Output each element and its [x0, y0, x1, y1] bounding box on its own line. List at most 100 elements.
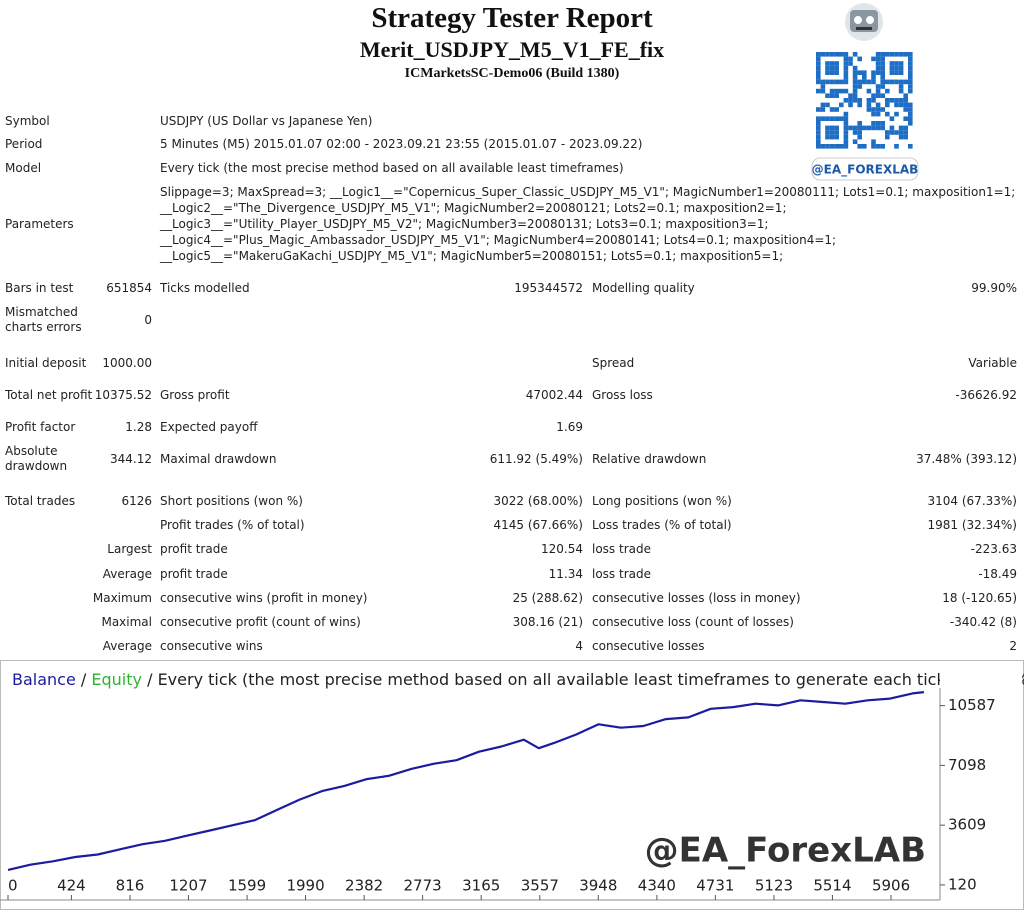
stat-label: Relative drawdown: [592, 451, 707, 466]
x-tick-label: 4731: [696, 877, 734, 895]
stat-value: 3104 (67.33%): [927, 493, 1017, 508]
qr-cell: [816, 139, 821, 144]
stat-value: 47002.44: [525, 387, 583, 402]
qr-cell: [866, 102, 872, 108]
qr-cell: [908, 121, 913, 126]
qr-cell: [834, 52, 839, 57]
qr-cell: [816, 116, 821, 121]
qr-cell: [885, 52, 890, 57]
qr-cell: [862, 75, 867, 80]
qr-cell: [871, 70, 876, 75]
qr-cell: [820, 79, 826, 85]
qr-cell: [871, 98, 876, 103]
stat-value: 120.54: [541, 541, 583, 556]
qr-cell: [848, 98, 853, 103]
qr-cell: [898, 70, 904, 75]
qr-cell: [843, 75, 849, 80]
stat-label: Gross loss: [592, 387, 653, 402]
report-title: Strategy Tester Report: [371, 2, 653, 34]
qr-cell: [908, 102, 913, 108]
qr-cell: [898, 65, 904, 71]
qr-cell: [903, 52, 908, 57]
qr-cell: [866, 125, 872, 131]
qr-cell: [857, 56, 862, 62]
qr-cell: [825, 134, 830, 140]
legend-balance: Balance: [12, 670, 76, 689]
qr-badge: @EA_FOREXLAB: [811, 3, 919, 181]
qr-cell: [848, 56, 853, 62]
qr-cell: [834, 61, 839, 66]
qr-cell: [857, 130, 862, 135]
stat-value: 0: [144, 312, 152, 327]
qr-cell: [894, 65, 899, 71]
qr-cell: [908, 52, 913, 57]
stat-label: Spread: [592, 355, 635, 370]
qr-cell: [894, 52, 899, 57]
qr-cell: [843, 61, 849, 66]
qr-cell: [820, 88, 826, 94]
stat-value: 99.90%: [971, 280, 1017, 295]
qr-cell: [889, 61, 895, 66]
qr-cell: [852, 139, 858, 144]
qr-cell: [834, 125, 839, 131]
y-tick-label: 120: [948, 875, 977, 893]
qr-cell: [857, 125, 862, 131]
qr-cell: [829, 70, 835, 75]
qr-cell: [875, 88, 881, 94]
chart-subtitle: Every tick (the most precise method base…: [158, 670, 1024, 689]
stat-value: -223.63: [970, 541, 1017, 556]
qr-cell: [894, 70, 899, 75]
qr-cell: [839, 79, 844, 85]
qr-cell: [862, 79, 867, 85]
qr-cell: [875, 93, 881, 98]
qr-cell: [885, 134, 890, 140]
qr-cell: [875, 70, 881, 75]
qr-cell: [825, 52, 830, 57]
qr-cell: [834, 70, 839, 75]
qr-cell: [880, 70, 885, 75]
qr-cell: [889, 98, 895, 103]
qr-cell: [825, 130, 830, 135]
x-tick-label: 1599: [228, 877, 266, 895]
stat-value: 1000.00: [102, 355, 152, 370]
stat-label: Profit trades (% of total): [160, 517, 305, 532]
qr-cell: [880, 65, 885, 71]
qr-cell: [889, 125, 895, 131]
qr-cell: [908, 75, 913, 80]
qr-cell: [871, 111, 876, 117]
qr-cell: [885, 130, 890, 135]
x-tick-label: 5906: [872, 877, 910, 895]
qr-cell: [871, 56, 876, 62]
stat-label: consecutive losses: [592, 638, 705, 653]
qr-cell: [889, 65, 895, 71]
qr-cell: [898, 134, 904, 140]
x-tick-label: 424: [57, 877, 86, 895]
x-tick-label: 1990: [286, 877, 324, 895]
qr-cell: [834, 88, 839, 94]
x-tick-label: 2773: [404, 877, 442, 895]
qr-cell: [816, 61, 821, 66]
qr-cell: [816, 144, 821, 149]
qr-cell: [834, 79, 839, 85]
qr-cell: [852, 98, 858, 103]
qr-code: [816, 52, 913, 149]
qr-cell: [820, 52, 826, 57]
qr-cell: [839, 88, 844, 94]
qr-cell: [852, 65, 858, 71]
qr-cell: [885, 79, 890, 85]
stat-value: 308.16 (21): [512, 614, 583, 629]
stat-label: Maximal drawdown: [160, 451, 277, 466]
stat-label: consecutive profit (count of wins): [160, 614, 361, 629]
qr-cell: [880, 84, 885, 89]
qr-cell: [816, 134, 821, 140]
watermark: @EA_ForexLAB: [645, 831, 926, 871]
stat-value: -18.49: [978, 566, 1017, 581]
qr-cell: [862, 144, 867, 149]
info-label: Symbol: [5, 114, 50, 128]
stat-value: -340.42 (8): [949, 614, 1017, 629]
qr-cell: [843, 111, 849, 117]
qr-cell: [843, 116, 849, 121]
qr-cell: [852, 88, 858, 94]
qr-cell: [843, 134, 849, 140]
qr-cell: [908, 111, 913, 117]
